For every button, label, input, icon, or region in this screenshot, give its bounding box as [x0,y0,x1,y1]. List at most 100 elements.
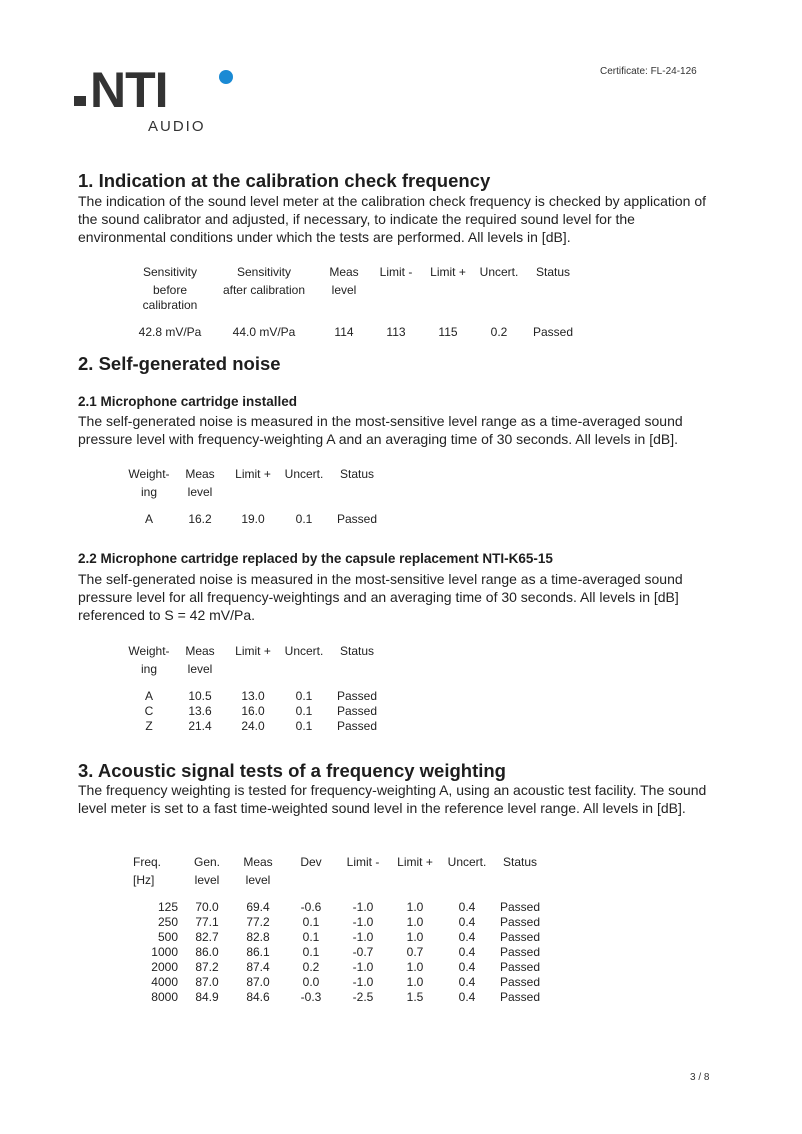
table-cell: 10.5 [188,689,212,703]
table-cell: Passed [499,990,541,1004]
column-header: Status [502,855,538,869]
table-cell: -1.0 [352,915,374,929]
table-cell: 1.0 [406,900,424,914]
section-1-text: The indication of the sound level meter … [78,193,707,245]
table-cell: -0.3 [300,990,322,1004]
table-cell: Passed [499,945,541,959]
table-cell: 86.1 [246,945,270,959]
table-cell: 250 [157,915,178,929]
table-cell: 114 [334,325,354,339]
nti-audio-logo: NTI AUDIO [74,62,244,140]
table-row: A 16.2 19.0 0.1 Passed [126,503,384,527]
table-cell: 0.1 [302,930,320,944]
column-header: Meas [243,855,273,869]
table-cell: 0.4 [458,930,476,944]
column-header: ing [140,662,157,676]
header-row: [Hz] level level [133,873,547,891]
section-2-1-title: 2.1 Microphone cartridge installed [78,394,298,409]
table-cell: 70.0 [195,900,219,914]
table-row: C 13.6 16.0 0.1 Passed [126,704,384,719]
column-header: Status [535,265,571,279]
table-cell: 1.0 [406,915,424,929]
calibration-table: Sensitivity Sensitivity Meas Limit - Limit +… [130,265,582,340]
table-cell: 1.0 [406,930,424,944]
table-cell: 0.4 [458,915,476,929]
column-header: Meas [329,265,359,279]
column-header: [Hz] [133,873,155,887]
table-cell: Passed [499,975,541,989]
header-row: Freq. Gen. Meas Dev Limit - Limit + Uncert. Sta… [133,855,547,873]
table-cell: 21.4 [188,719,212,733]
column-header: Uncert. [447,855,487,869]
table-cell: 44.0 mV/Pa [232,325,296,339]
table-cell: -1.0 [352,960,374,974]
table-cell: 86.0 [195,945,219,959]
column-header: ing [140,485,157,499]
table-cell: Passed [336,689,378,703]
column-header [337,873,389,891]
column-header [524,283,582,316]
column-header: Uncert. [284,644,324,658]
table-cell: 0.2 [490,325,508,339]
column-header: Limit - [346,855,380,869]
table-row: 250 77.1 77.2 0.1 -1.0 1.0 0.4 Passed [133,915,547,930]
table-cell: 87.4 [246,960,270,974]
table-cell: -1.0 [352,975,374,989]
table-cell: 82.8 [246,930,270,944]
table-cell: 0.1 [302,945,320,959]
section-2-1-text: The self-generated noise is measured in … [78,413,683,447]
certificate-number: Certificate: FL-24-126 [600,66,697,77]
table-cell: Passed [499,930,541,944]
logo-accent-dot [219,70,233,84]
table-cell: Passed [499,915,541,929]
table-cell: 0.2 [302,960,320,974]
column-header [278,662,330,680]
table-cell: 0.1 [295,719,313,733]
column-header [422,283,474,316]
table-cell: 13.6 [188,704,212,718]
table-cell: 13.0 [241,689,265,703]
column-header: Status [339,644,375,658]
table-cell: 0.1 [295,512,313,526]
column-header: Dev [300,855,322,869]
table-cell: 0.1 [295,689,313,703]
logo-wordmark: NTI [90,62,169,118]
table-cell: -0.7 [352,945,374,959]
table-cell: -1.0 [352,930,374,944]
noise-replaced-table: Weight- Meas Limit + Uncert. Status ing level A… [126,644,384,734]
table-cell: 87.0 [195,975,219,989]
table-cell: 500 [157,930,178,944]
column-header [330,662,384,680]
column-header [285,873,337,891]
column-header: Weight- [128,467,170,481]
column-header: level [194,873,220,887]
column-header: Limit + [235,644,271,658]
table-cell: 113 [386,325,406,339]
frequency-weighting-table: Freq. Gen. Meas Dev Limit - Limit + Uncert. Sta… [133,855,547,1005]
section-3-title: 3. Acoustic signal tests of a frequency … [78,760,506,781]
table-cell: 0.1 [302,915,320,929]
table-cell: 125 [157,900,178,914]
table-cell: 0.4 [458,900,476,914]
column-header [493,873,547,891]
table-cell: Z [145,719,153,733]
table-cell: 77.2 [246,915,270,929]
table-cell: 16.2 [188,512,212,526]
logo-subtext: AUDIO [148,118,206,135]
column-header: Status [339,467,375,481]
column-header: before calibration [142,283,198,312]
table-cell: 1000 [151,945,178,959]
column-header: Sensitivity [236,265,292,279]
column-header: Gen. [193,855,220,869]
table-cell: Passed [336,512,378,526]
table-cell: 2000 [151,960,178,974]
table-cell: Passed [336,719,378,733]
column-header: Limit + [235,467,271,481]
table-cell: 8000 [151,990,178,1004]
section-3-text: The frequency weighting is tested for fr… [78,782,707,816]
table-cell: Passed [336,704,378,718]
table-cell: 0.4 [458,945,476,959]
table-cell: 84.6 [246,990,270,1004]
table-row: 1000 86.0 86.1 0.1 -0.7 0.7 0.4 Passed [133,945,547,960]
table-row: 8000 84.9 84.6 -0.3 -2.5 1.5 0.4 Passed [133,990,547,1005]
